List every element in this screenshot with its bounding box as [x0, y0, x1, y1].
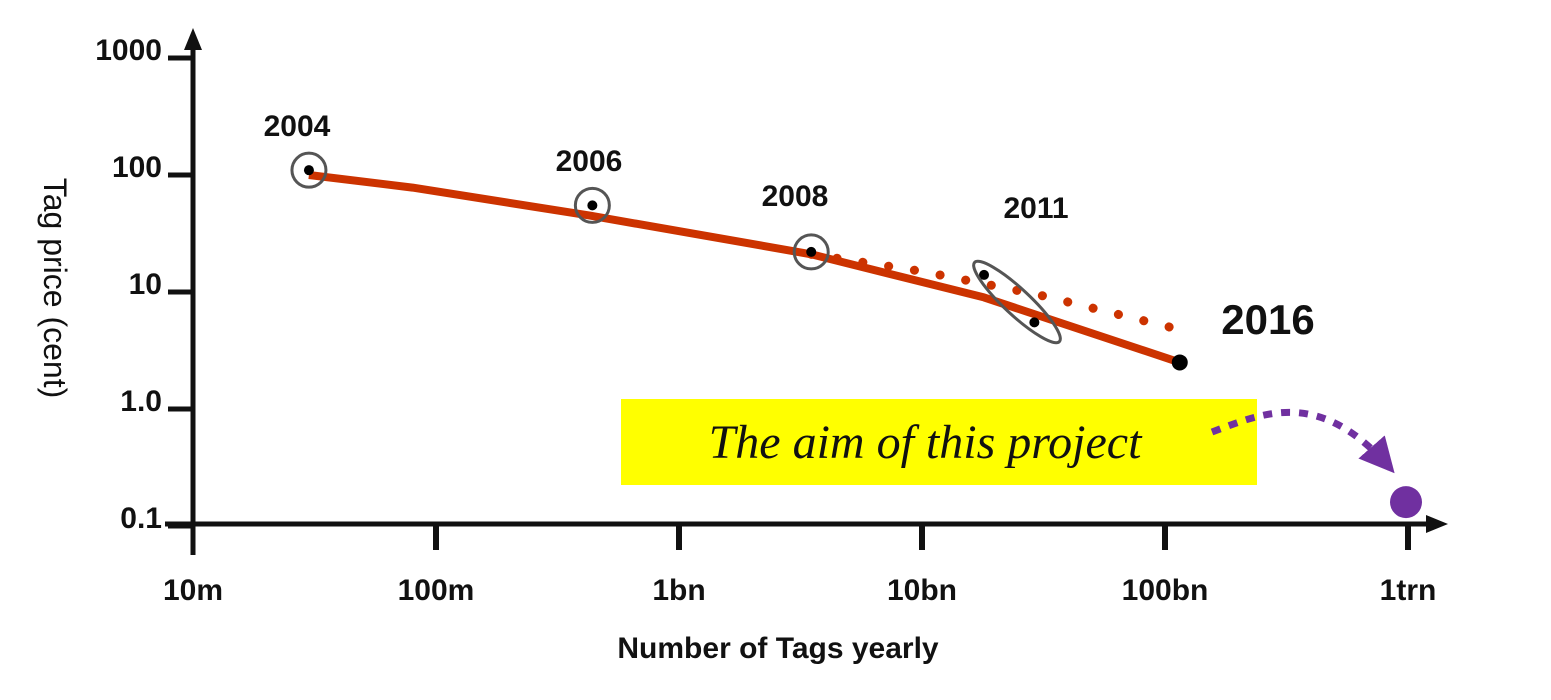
target-point [1390, 486, 1422, 519]
markers-group: 2004 2006 2008 2011 2016 [264, 110, 1422, 519]
series-group [308, 171, 1181, 367]
year-2011-ellipse [972, 259, 1062, 345]
year-label-2004: 2004 [264, 110, 331, 143]
data-point [1029, 317, 1040, 328]
axis-ticks: 10m 100m 1bn 10bn 100bn 1trn 1000 100 10 1.0 0.1 [95, 34, 1436, 607]
y-axis-title: Tag price (cent) [37, 178, 73, 399]
actual-trend-line [308, 171, 1181, 367]
x-axis-arrow-icon [1426, 515, 1448, 533]
year-highlight-circle [290, 151, 328, 189]
year-label-2011: 2011 [1003, 192, 1068, 225]
axes [165, 28, 1448, 555]
y-tick-label: 0.1 [120, 502, 162, 535]
year-label-2008: 2008 [762, 180, 829, 213]
data-point [979, 269, 990, 280]
data-point [1171, 354, 1188, 371]
year-highlight-circle [573, 186, 611, 224]
y-tick-label: 1.0 [120, 385, 162, 418]
year-label-2006: 2006 [556, 145, 623, 178]
y-axis-arrow-icon [184, 28, 202, 50]
aim-highlight-box [621, 399, 1257, 485]
projected-trend-line [806, 249, 1175, 332]
aim-annotation: The aim of this project [621, 399, 1257, 485]
data-point [303, 165, 314, 176]
x-tick-label: 1trn [1380, 574, 1437, 607]
year-highlight-circle [792, 233, 830, 271]
y-tick-label: 1000 [95, 34, 162, 67]
y-tick-label: 100 [112, 151, 162, 184]
aim-annotation-text: The aim of this project [709, 416, 1144, 469]
x-tick-label: 10bn [887, 574, 957, 607]
x-tick-label: 1bn [652, 574, 705, 607]
data-point [587, 200, 598, 211]
y-tick-label: 10 [129, 268, 162, 301]
data-point [806, 246, 817, 257]
x-tick-label: 10m [163, 574, 223, 607]
x-tick-label: 100m [398, 574, 475, 607]
aim-arrow [1210, 408, 1395, 474]
x-tick-label: 100bn [1122, 574, 1209, 607]
x-axis-title: Number of Tags yearly [617, 632, 939, 665]
year-label-2016: 2016 [1221, 296, 1314, 343]
